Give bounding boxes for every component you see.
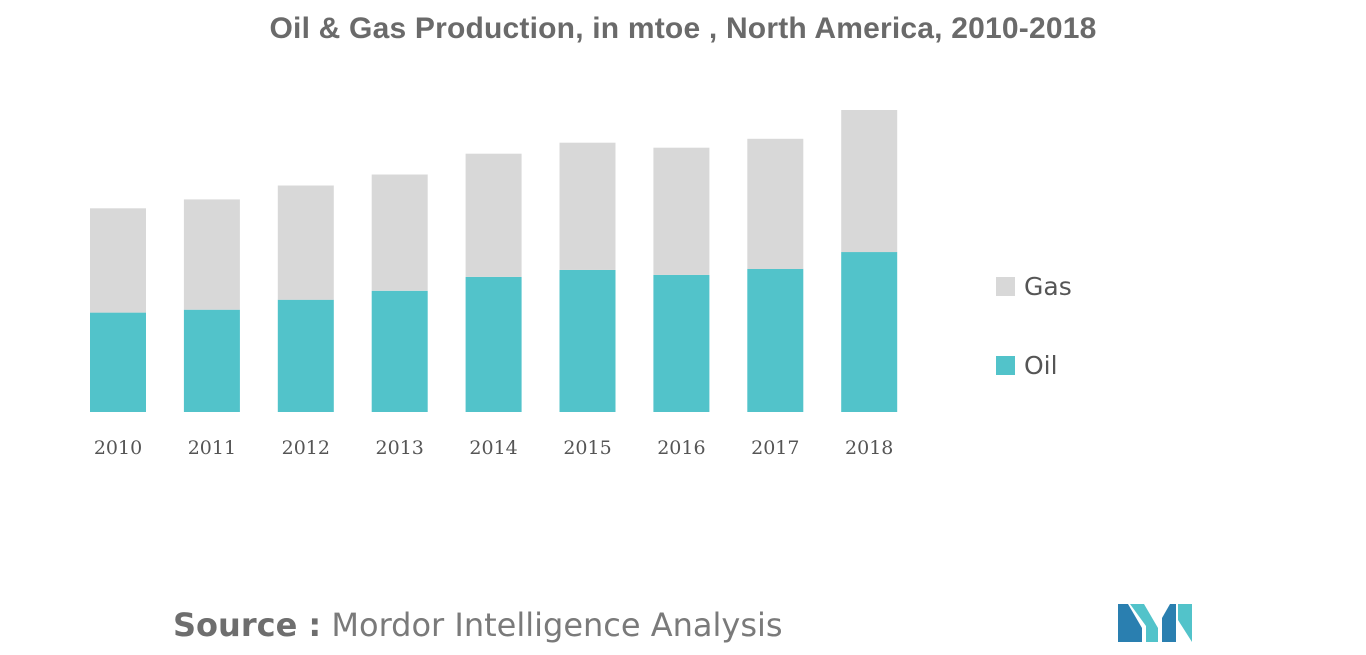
x-tick-label-2014: 2014 [469, 437, 517, 459]
bar-oil-2014 [465, 276, 522, 412]
logo-shape-3 [1162, 604, 1176, 642]
x-tick-label-2016: 2016 [657, 437, 705, 459]
bar-gas-2017 [747, 138, 804, 269]
bar-gas-2010 [90, 208, 146, 313]
bar-gas-2015 [559, 142, 616, 270]
chart-title: Oil & Gas Production, in mtoe , North Am… [269, 12, 1097, 45]
source-note: Source : Mordor Intelligence Analysis [173, 606, 783, 644]
bar-oil-2017 [747, 268, 804, 412]
legend-swatch-gas [996, 277, 1015, 296]
bar-oil-2016 [653, 274, 710, 412]
bar-gas-2018 [841, 110, 898, 253]
bar-oil-2018 [841, 252, 898, 412]
source-label: Source : [173, 606, 322, 644]
legend-label-oil: Oil [1024, 351, 1058, 380]
source-text: Mordor Intelligence Analysis [331, 606, 783, 644]
bar-gas-2013 [371, 174, 428, 291]
bar-gas-2016 [653, 147, 710, 275]
logo-shape-2 [1130, 604, 1158, 642]
x-tick-label-2010: 2010 [94, 437, 142, 459]
x-tick-label-2013: 2013 [376, 437, 424, 459]
bars-group [90, 110, 898, 412]
bar-oil-2011 [183, 309, 240, 412]
x-tick-label-2012: 2012 [282, 437, 330, 459]
x-tick-label-2018: 2018 [845, 437, 893, 459]
x-tick-label-2017: 2017 [751, 437, 799, 459]
bar-oil-2012 [277, 299, 334, 412]
logo-shape-1 [1118, 604, 1142, 642]
x-axis-tick-labels: 2010 2011 2012 2013 2014 2015 2016 2017 2018 [94, 437, 894, 459]
bar-oil-2013 [371, 290, 428, 412]
x-tick-label-2015: 2015 [563, 437, 611, 459]
legend: Gas Oil [996, 272, 1072, 380]
x-tick-label-2011: 2011 [188, 437, 236, 459]
mordor-intelligence-logo-icon [1118, 604, 1192, 642]
bar-oil-2010 [90, 312, 146, 412]
legend-swatch-oil [996, 356, 1015, 375]
logo-shape-4 [1178, 604, 1192, 642]
bar-gas-2011 [183, 199, 240, 310]
bar-gas-2012 [277, 185, 334, 300]
bar-oil-2015 [559, 269, 616, 412]
bar-gas-2014 [465, 153, 522, 277]
legend-label-gas: Gas [1024, 272, 1072, 301]
